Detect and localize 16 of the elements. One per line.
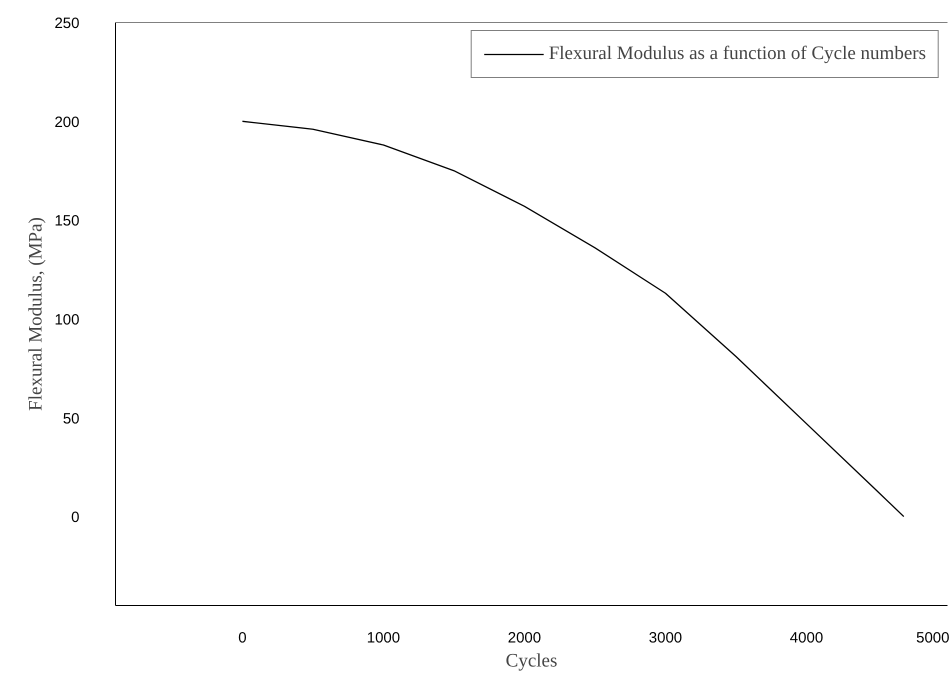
x-tick-label: 5000 bbox=[916, 630, 949, 646]
y-tick-label: 50 bbox=[62, 410, 80, 428]
y-tick-label: 0 bbox=[71, 509, 80, 526]
x-tick-label: 0 bbox=[238, 630, 247, 646]
y-axis-title: Flexural Modulus, (MPa) bbox=[25, 217, 46, 411]
y-tick-label: 200 bbox=[54, 114, 80, 131]
x-tick-label: 1000 bbox=[366, 630, 400, 646]
x-axis-title: Cycles bbox=[506, 650, 558, 672]
x-tick-label: 2000 bbox=[508, 630, 542, 646]
y-tick-label: 250 bbox=[54, 15, 80, 32]
x-tick-label: 4000 bbox=[790, 630, 824, 646]
line-series bbox=[242, 120, 904, 518]
legend-label: Flexural Modulus as a function of Cycle numbers bbox=[548, 43, 926, 65]
x-tick-label: 3000 bbox=[648, 630, 682, 646]
y-tick-label: 150 bbox=[54, 212, 80, 230]
y-tick-label: 100 bbox=[54, 311, 80, 328]
